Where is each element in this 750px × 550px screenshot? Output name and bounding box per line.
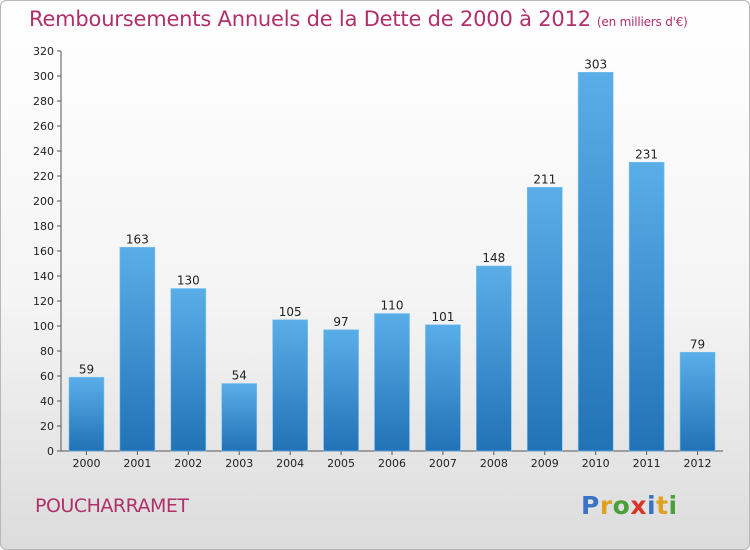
y-axis: 0 20 40 60 80 100 120 140 160 180 200 220 240 260 280 3…: [33, 45, 62, 458]
logo-letter: t: [656, 491, 669, 520]
chart-title: Remboursements Annuels de la Dette de 20…: [29, 7, 688, 31]
x-tick-label: 2000: [72, 457, 100, 470]
x-tick-label: 2012: [684, 457, 712, 470]
x-tick-label: 2003: [225, 457, 253, 470]
data-label-2004: 105: [279, 305, 302, 319]
x-tick-label: 2008: [480, 457, 508, 470]
y-tick-label: 260: [33, 120, 54, 133]
y-tick-label: 300: [33, 70, 54, 83]
logo-letter: i: [647, 491, 657, 520]
logo-letter: i: [668, 491, 678, 520]
data-label-2011: 231: [635, 147, 658, 161]
bar-2011[interactable]: [628, 161, 665, 452]
chart-title-text: Remboursements Annuels de la Dette de 20…: [29, 7, 591, 31]
bar-2003[interactable]: [221, 383, 258, 452]
y-tick-label: 140: [33, 270, 54, 283]
y-tick-label: 180: [33, 220, 54, 233]
data-label-2001: 163: [126, 232, 149, 246]
data-label-2010: 303: [584, 57, 607, 71]
y-tick-label: 280: [33, 95, 54, 108]
logo-letter: o: [612, 491, 631, 520]
y-tick-label: 40: [40, 395, 54, 408]
y-tick-label: 80: [40, 345, 54, 358]
x-tick-label: 2001: [123, 457, 151, 470]
x-tick-label: 2006: [378, 457, 406, 470]
data-label-2007: 101: [431, 310, 454, 324]
y-tick-label: 160: [33, 245, 54, 258]
y-tick-label: 60: [40, 370, 54, 383]
bar-2006[interactable]: [374, 313, 410, 452]
x-tick-label: 2011: [633, 457, 661, 470]
bar-2010[interactable]: [577, 71, 614, 452]
data-label-2009: 211: [533, 172, 556, 186]
y-tick-label: 20: [40, 420, 54, 433]
logo-letter: x: [630, 491, 647, 520]
y-tick-label: 220: [33, 170, 54, 183]
data-label-2003: 54: [232, 369, 247, 383]
bar-2002[interactable]: [170, 288, 207, 452]
x-tick-label: 2004: [276, 457, 304, 470]
y-tick-label: 240: [33, 145, 54, 158]
x-tick-label: 2002: [174, 457, 202, 470]
x-axis: 2000 2001 2002 2003 2004 2005 2006 2007 2008 2009…: [61, 450, 723, 470]
x-tick-label: 2009: [531, 457, 559, 470]
bar-2008[interactable]: [476, 265, 512, 452]
chart-unit: (en milliers d'€): [596, 15, 688, 29]
y-tick-label: 200: [33, 195, 54, 208]
y-tick-label: 100: [33, 320, 54, 333]
y-tick-label: 0: [47, 445, 54, 458]
bar-2000[interactable]: [68, 376, 105, 452]
x-tick-label: 2005: [327, 457, 355, 470]
x-tick-label: 2010: [582, 457, 610, 470]
data-label-2006: 110: [381, 299, 404, 313]
y-tick-label: 320: [33, 45, 54, 58]
bar-2009[interactable]: [526, 186, 563, 452]
proxiti-logo[interactable]: Proxiti: [581, 491, 678, 520]
bar-2004[interactable]: [272, 319, 308, 452]
logo-letter: r: [599, 491, 613, 520]
bar-series: [68, 71, 716, 452]
bar-2012[interactable]: [679, 351, 716, 452]
data-label-2008: 148: [482, 251, 505, 265]
data-label-2000: 59: [79, 362, 94, 376]
bar-2001[interactable]: [119, 246, 156, 452]
commune-name: POUCHARRAMET: [35, 495, 189, 517]
logo-letter: P: [581, 491, 600, 520]
bar-2005[interactable]: [323, 329, 359, 452]
y-tick-label: 120: [33, 295, 54, 308]
data-labels: 59 163 130 54 105 97 110 101 148 211 303 231 79: [79, 57, 705, 382]
data-label-2002: 130: [177, 274, 200, 288]
data-label-2005: 97: [333, 315, 348, 329]
x-tick-label: 2007: [429, 457, 457, 470]
bar-2007[interactable]: [425, 324, 461, 452]
data-label-2012: 79: [690, 337, 705, 351]
